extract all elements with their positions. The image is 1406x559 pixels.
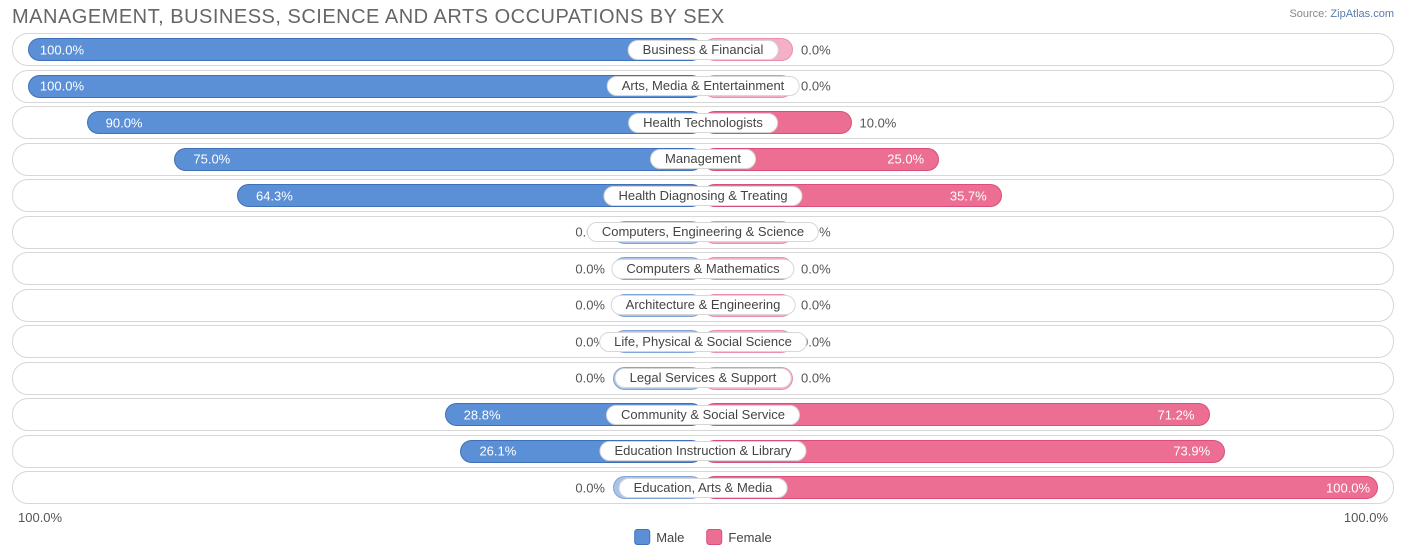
male-bar — [174, 148, 703, 171]
category-label: Community & Social Service — [606, 405, 800, 425]
legend-female: Female — [706, 529, 771, 545]
chart-source: Source: ZipAtlas.com — [1289, 6, 1394, 20]
source-value: ZipAtlas.com — [1330, 8, 1394, 20]
male-value-label: 28.8% — [464, 407, 501, 422]
category-label: Education, Arts & Media — [619, 478, 788, 498]
table-row: Education, Arts & Media 0.0% 100.0% — [12, 471, 1394, 504]
category-label: Computers & Mathematics — [611, 259, 794, 279]
male-bar — [28, 38, 703, 61]
table-row: Community & Social Service 28.8% 71.2% — [12, 398, 1394, 431]
axis-right-label: 100.0% — [1344, 510, 1388, 525]
female-value-label: 73.9% — [1173, 444, 1210, 459]
category-label: Arts, Media & Entertainment — [607, 76, 800, 96]
table-row: Computers, Engineering & Science0.0%0.0% — [12, 216, 1394, 249]
female-bar — [703, 476, 1378, 499]
male-bar — [28, 75, 703, 98]
table-row: Health Diagnosing & Treating 64.3% 35.7% — [12, 179, 1394, 212]
female-value-label: 71.2% — [1158, 407, 1195, 422]
male-value-label: 0.0% — [575, 480, 605, 495]
table-row: Management 75.0% 25.0% — [12, 143, 1394, 176]
table-row: Legal Services & Support 0.0% 0.0% — [12, 362, 1394, 395]
male-value-label: 0.0% — [575, 261, 605, 276]
female-value-label: 0.0% — [801, 298, 831, 313]
category-label: Management — [650, 149, 756, 169]
female-value-label: 0.0% — [801, 371, 831, 386]
chart-header: MANAGEMENT, BUSINESS, SCIENCE AND ARTS O… — [12, 6, 1394, 29]
category-label: Health Diagnosing & Treating — [603, 186, 802, 206]
legend-male-swatch — [634, 529, 650, 545]
table-row: Architecture & Engineering 0.0% 0.0% — [12, 289, 1394, 322]
male-value-label: 64.3% — [256, 188, 293, 203]
legend-male: Male — [634, 529, 684, 545]
female-value-label: 0.0% — [801, 79, 831, 94]
male-value-label: 75.0% — [193, 152, 230, 167]
female-value-label: 10.0% — [860, 115, 897, 130]
male-value-label: 26.1% — [479, 444, 516, 459]
female-value-label: 35.7% — [950, 188, 987, 203]
category-label: Education Instruction & Library — [599, 441, 806, 461]
source-label: Source: — [1289, 8, 1327, 20]
male-value-label: 90.0% — [106, 115, 143, 130]
female-value-label: 100.0% — [1326, 480, 1370, 495]
legend-female-label: Female — [728, 530, 771, 545]
table-row: Arts, Media & Entertainment 100.0% 0.0% — [12, 70, 1394, 103]
chart-title: MANAGEMENT, BUSINESS, SCIENCE AND ARTS O… — [12, 6, 725, 29]
chart-rows: Business & Financial100.0%0.0%Arts, Medi… — [12, 33, 1394, 504]
table-row: Education Instruction & Library 26.1% 73.9… — [12, 435, 1394, 468]
table-row: Computers & Mathematics 0.0% 0.0% — [12, 252, 1394, 285]
male-value-label: 0.0% — [575, 298, 605, 313]
female-value-label: 25.0% — [887, 152, 924, 167]
male-value-label: 100.0% — [40, 79, 84, 94]
category-label: Legal Services & Support — [615, 368, 792, 388]
table-row: Business & Financial 100.0% 0.0% — [12, 33, 1394, 66]
category-label: Architecture & Engineering — [611, 295, 796, 315]
legend-female-swatch — [706, 529, 722, 545]
occupations-by-sex-chart: MANAGEMENT, BUSINESS, SCIENCE AND ARTS O… — [0, 0, 1406, 559]
axis-left-label: 100.0% — [18, 510, 62, 525]
male-value-label: 100.0% — [40, 42, 84, 57]
female-value-label: 0.0% — [801, 261, 831, 276]
male-value-label: 0.0% — [575, 371, 605, 386]
male-bar — [87, 111, 704, 134]
category-label: Business & Financial — [628, 40, 779, 60]
category-label: Life, Physical & Social Science — [599, 332, 807, 352]
table-row: Life, Physical & Social Science0.0%0.0% — [12, 325, 1394, 358]
axis-labels: 100.0% 100.0% — [12, 508, 1394, 525]
legend: Male Female — [634, 529, 772, 545]
legend-male-label: Male — [656, 530, 684, 545]
female-value-label: 0.0% — [801, 42, 831, 57]
table-row: Health Technologists 90.0% 10.0% — [12, 106, 1394, 139]
category-label: Computers, Engineering & Science — [587, 222, 819, 242]
category-label: Health Technologists — [628, 113, 778, 133]
